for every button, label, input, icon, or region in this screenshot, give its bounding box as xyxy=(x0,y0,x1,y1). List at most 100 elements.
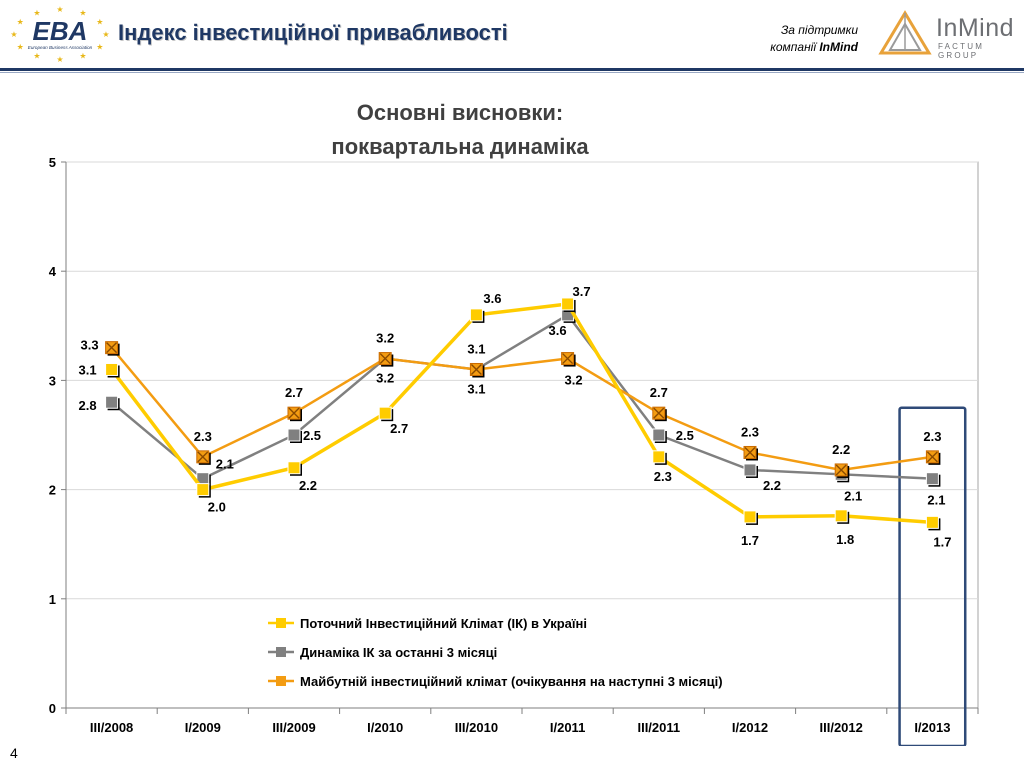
data-label: 2.1 xyxy=(844,488,862,503)
data-point xyxy=(287,461,301,475)
x-tick-label: I/2012 xyxy=(732,720,768,735)
data-label: 2.0 xyxy=(208,500,226,515)
series-1 xyxy=(105,297,941,531)
data-label: 3.7 xyxy=(573,284,591,299)
legend-item xyxy=(268,618,294,628)
data-label: 3.2 xyxy=(565,373,583,388)
data-point xyxy=(469,308,483,322)
data-point xyxy=(378,406,392,420)
data-label: 1.8 xyxy=(836,532,854,547)
header-title: Індекс інвестиційної привабливості xyxy=(118,20,508,45)
legend-marker xyxy=(276,647,286,657)
highlight-box xyxy=(898,406,967,746)
sponsor-note: За підтримки компанії InMind xyxy=(740,22,858,56)
data-label: 1.7 xyxy=(933,534,951,549)
eba-star-icon: ★ xyxy=(56,6,63,14)
inmind-logo-icon xyxy=(878,10,932,55)
x-tick-label: III/2008 xyxy=(90,720,133,735)
series-line xyxy=(110,346,933,472)
point-cross xyxy=(835,464,847,476)
data-label: 3.1 xyxy=(467,381,485,396)
y-tick-label: 1 xyxy=(49,592,56,607)
point-cross xyxy=(288,407,300,419)
data-label: 1.7 xyxy=(741,533,759,548)
legend-marker xyxy=(276,618,286,628)
data-label: 2.2 xyxy=(763,478,781,493)
slide-header: ★ ★ ★ ★ ★ ★ ★ ★ ★ ★ ★ ★ EBA European Business Assoc… xyxy=(0,0,1024,68)
eba-star-icon: ★ xyxy=(102,30,109,39)
data-label: 2.7 xyxy=(650,385,668,400)
x-tick-label: I/2013 xyxy=(914,720,950,735)
data-point xyxy=(652,428,666,442)
point-cross xyxy=(926,451,938,463)
data-label: 2.3 xyxy=(741,424,759,439)
data-label: 2.7 xyxy=(390,421,408,436)
chart-title: Основні висновки: поквартальна динаміка xyxy=(250,96,670,164)
eba-star-icon: ★ xyxy=(17,43,24,52)
y-tick-label: 0 xyxy=(49,701,56,716)
series-line xyxy=(110,313,933,481)
x-tick-label: I/2009 xyxy=(185,720,221,735)
legend-item xyxy=(268,647,294,657)
x-tick-label: I/2010 xyxy=(367,720,403,735)
y-tick-label: 5 xyxy=(49,155,56,170)
series-3 xyxy=(105,341,941,478)
legend-label: Динаміка ІК за останні 3 місяці xyxy=(300,645,497,660)
data-point xyxy=(105,362,119,376)
sponsor-line2: компанії InMind xyxy=(740,39,858,56)
y-tick-label: 3 xyxy=(49,373,56,388)
eba-star-icon: ★ xyxy=(79,52,86,61)
point-cross xyxy=(562,353,574,365)
series-line xyxy=(110,302,933,525)
legend-item xyxy=(268,676,294,686)
data-label: 3.2 xyxy=(376,371,394,386)
data-point xyxy=(743,510,757,524)
inmind-logo-name: InMind xyxy=(936,14,1015,42)
data-label: 2.3 xyxy=(923,429,941,444)
header-divider-thin xyxy=(0,72,1024,73)
header-divider xyxy=(0,68,1024,71)
plot-area xyxy=(65,161,979,709)
eba-star-icon: ★ xyxy=(96,18,103,27)
eba-star-icon: ★ xyxy=(56,55,63,62)
data-point xyxy=(196,483,210,497)
eba-logo-text: EBA xyxy=(33,16,88,46)
data-point xyxy=(925,515,939,529)
data-point xyxy=(287,428,301,442)
data-label: 3.1 xyxy=(79,362,97,377)
data-label: 2.5 xyxy=(303,428,321,443)
eba-star-icon: ★ xyxy=(96,43,103,52)
data-label: 2.2 xyxy=(832,442,850,457)
point-cross xyxy=(106,342,118,354)
point-cross xyxy=(744,446,756,458)
data-label: 3.6 xyxy=(549,323,567,338)
data-point xyxy=(743,463,757,477)
data-label: 2.3 xyxy=(654,469,672,484)
data-label: 3.1 xyxy=(467,341,485,356)
point-cross xyxy=(470,363,482,375)
sponsor-brand: InMind xyxy=(819,40,858,54)
data-label: 2.3 xyxy=(194,429,212,444)
x-tick-label: III/2010 xyxy=(455,720,498,735)
legend-label: Майбутній інвестиційний клімат (очікуван… xyxy=(300,674,723,689)
eba-logo: ★★★★★★★★★ ★ ★★ EBA European Business Assoc… xyxy=(10,6,109,62)
point-cross xyxy=(653,407,665,419)
x-tick-label: III/2011 xyxy=(637,720,680,735)
data-label: 2.5 xyxy=(676,428,694,443)
eba-star-icon: ★ xyxy=(17,18,24,27)
eba-star-icon: ★ xyxy=(10,30,17,39)
chart-title-line2: поквартальна динаміка xyxy=(331,134,589,159)
eba-star-icon: ★ xyxy=(33,52,40,61)
data-point xyxy=(925,472,939,486)
data-label: 3.2 xyxy=(376,331,394,346)
data-label: 2.1 xyxy=(216,457,234,472)
page-number: 4 xyxy=(10,745,18,761)
chart-title-line1: Основні висновки: xyxy=(356,100,564,125)
data-point xyxy=(652,450,666,464)
eba-logo-subtext: European Business Association xyxy=(28,45,93,50)
sponsor-line1: За підтримки xyxy=(780,23,858,37)
data-label: 3.6 xyxy=(483,291,501,306)
sponsor-prefix: компанії xyxy=(770,40,820,54)
eba-star-icon: ★ xyxy=(33,8,40,17)
data-label: 2.2 xyxy=(299,478,317,493)
